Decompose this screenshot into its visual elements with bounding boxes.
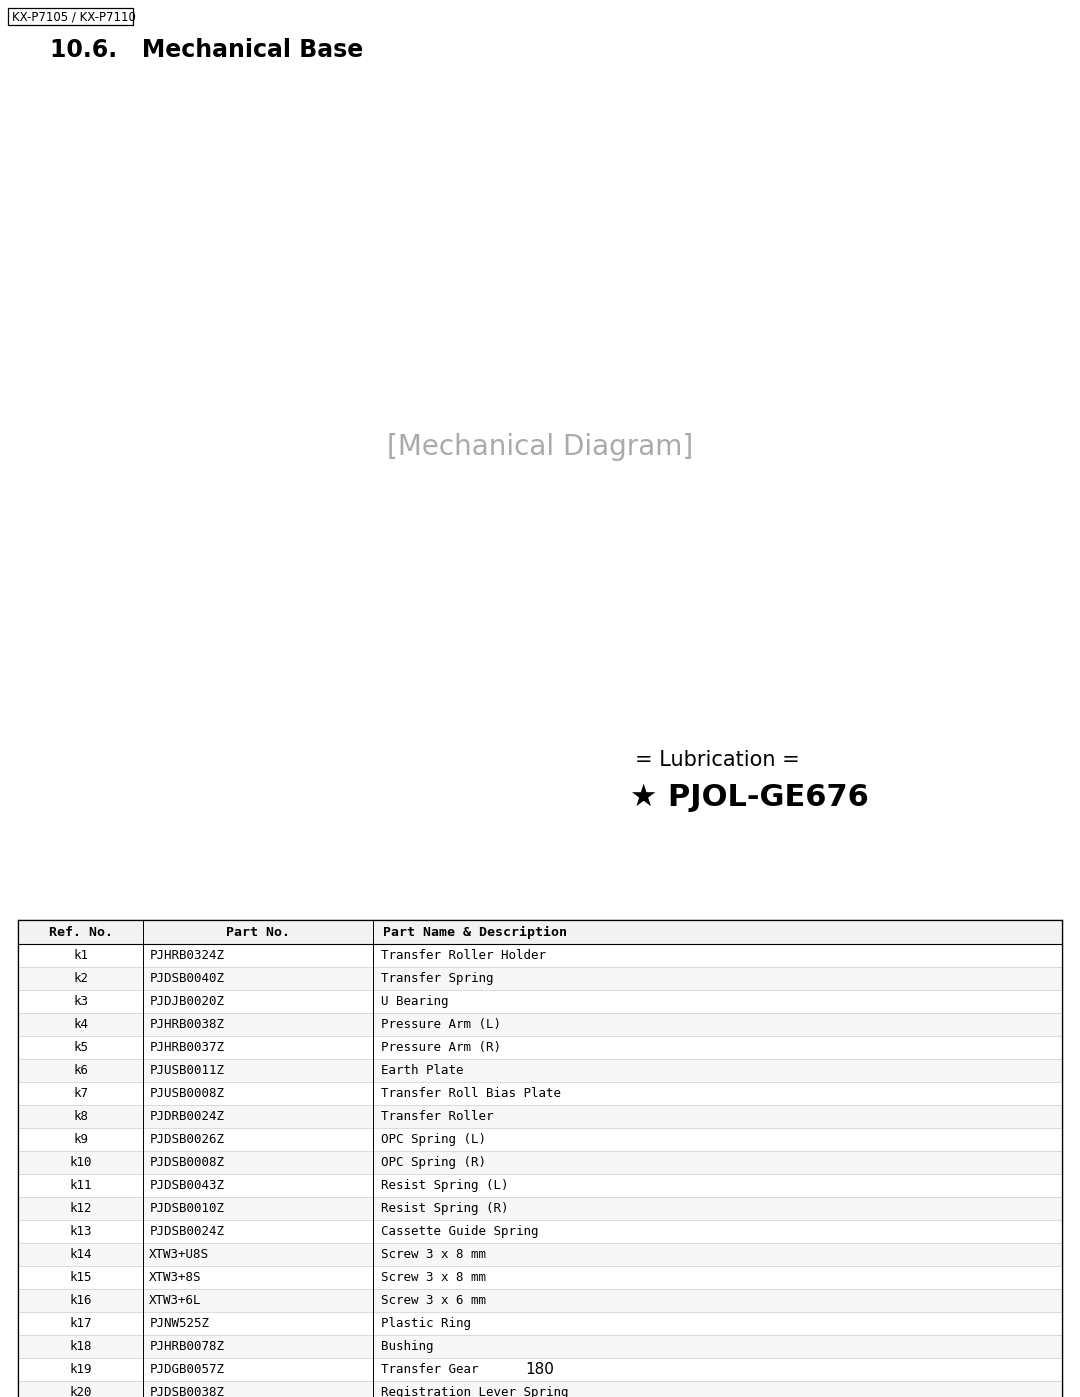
Text: k12: k12 xyxy=(69,1201,92,1215)
Text: Resist Spring (L): Resist Spring (L) xyxy=(381,1179,509,1192)
Text: Part No.: Part No. xyxy=(226,925,291,939)
Bar xyxy=(18,1037,1062,1059)
Bar xyxy=(18,944,1062,967)
Text: PJDSB0010Z: PJDSB0010Z xyxy=(149,1201,225,1215)
Bar xyxy=(18,1336,1062,1358)
Text: k17: k17 xyxy=(69,1317,92,1330)
Text: Pressure Arm (L): Pressure Arm (L) xyxy=(381,1018,501,1031)
Text: Part Name & Description: Part Name & Description xyxy=(383,925,567,939)
Text: Cassette Guide Spring: Cassette Guide Spring xyxy=(381,1225,539,1238)
Bar xyxy=(18,1358,1062,1382)
Text: k8: k8 xyxy=(73,1111,89,1123)
Text: PJNW525Z: PJNW525Z xyxy=(149,1317,210,1330)
Text: PJHRB0038Z: PJHRB0038Z xyxy=(149,1018,225,1031)
Text: XTW3+8S: XTW3+8S xyxy=(149,1271,202,1284)
Text: [Mechanical Diagram]: [Mechanical Diagram] xyxy=(387,433,693,461)
Text: Earth Plate: Earth Plate xyxy=(381,1065,463,1077)
Text: Plastic Ring: Plastic Ring xyxy=(381,1317,471,1330)
Bar xyxy=(18,1382,1062,1397)
Text: PJDGB0057Z: PJDGB0057Z xyxy=(149,1363,225,1376)
Bar xyxy=(18,967,1062,990)
Bar xyxy=(18,1105,1062,1127)
Bar xyxy=(18,1173,1062,1197)
Bar xyxy=(18,1312,1062,1336)
Text: k4: k4 xyxy=(73,1018,89,1031)
Text: k10: k10 xyxy=(69,1155,92,1169)
Text: k7: k7 xyxy=(73,1087,89,1099)
Text: PJHRB0037Z: PJHRB0037Z xyxy=(149,1041,225,1053)
Text: PJHRB0324Z: PJHRB0324Z xyxy=(149,949,225,963)
Text: PJDSB0038Z: PJDSB0038Z xyxy=(149,1386,225,1397)
Text: ★ PJOL-GE676: ★ PJOL-GE676 xyxy=(630,784,869,813)
Text: PJUSB0008Z: PJUSB0008Z xyxy=(149,1087,225,1099)
Text: k15: k15 xyxy=(69,1271,92,1284)
Text: Resist Spring (R): Resist Spring (R) xyxy=(381,1201,509,1215)
Text: k2: k2 xyxy=(73,972,89,985)
Text: Registration Lever Spring: Registration Lever Spring xyxy=(381,1386,568,1397)
Text: XTW3+6L: XTW3+6L xyxy=(149,1294,202,1308)
Text: PJUSB0011Z: PJUSB0011Z xyxy=(149,1065,225,1077)
Text: k19: k19 xyxy=(69,1363,92,1376)
Bar xyxy=(18,1220,1062,1243)
Text: PJDSB0043Z: PJDSB0043Z xyxy=(149,1179,225,1192)
Text: k16: k16 xyxy=(69,1294,92,1308)
Text: PJHRB0078Z: PJHRB0078Z xyxy=(149,1340,225,1354)
Text: PJDSB0024Z: PJDSB0024Z xyxy=(149,1225,225,1238)
Text: PJDSB0008Z: PJDSB0008Z xyxy=(149,1155,225,1169)
Bar xyxy=(18,1266,1062,1289)
Text: k5: k5 xyxy=(73,1041,89,1053)
Text: XTW3+U8S: XTW3+U8S xyxy=(149,1248,210,1261)
Text: Ref. No.: Ref. No. xyxy=(49,925,112,939)
Text: OPC Spring (R): OPC Spring (R) xyxy=(381,1155,486,1169)
Text: PJDJB0020Z: PJDJB0020Z xyxy=(149,995,225,1009)
Text: = Lubrication =: = Lubrication = xyxy=(635,750,800,770)
Text: k9: k9 xyxy=(73,1133,89,1146)
Text: U Bearing: U Bearing xyxy=(381,995,448,1009)
Text: KX-P7105 / KX-P7110: KX-P7105 / KX-P7110 xyxy=(12,10,136,22)
Text: k14: k14 xyxy=(69,1248,92,1261)
Text: k11: k11 xyxy=(69,1179,92,1192)
Bar xyxy=(8,8,133,25)
Bar xyxy=(18,990,1062,1013)
Text: k20: k20 xyxy=(69,1386,92,1397)
Text: k6: k6 xyxy=(73,1065,89,1077)
Bar xyxy=(18,1151,1062,1173)
Text: Transfer Roll Bias Plate: Transfer Roll Bias Plate xyxy=(381,1087,561,1099)
Text: k18: k18 xyxy=(69,1340,92,1354)
Text: Transfer Roller: Transfer Roller xyxy=(381,1111,494,1123)
Bar xyxy=(18,1197,1062,1220)
Bar xyxy=(18,1083,1062,1105)
Bar xyxy=(18,1013,1062,1037)
Bar xyxy=(18,1289,1062,1312)
Text: 10.6.   Mechanical Base: 10.6. Mechanical Base xyxy=(50,38,363,61)
Text: Transfer Gear: Transfer Gear xyxy=(381,1363,478,1376)
Bar xyxy=(18,1059,1062,1083)
Text: k1: k1 xyxy=(73,949,89,963)
Text: Transfer Roller Holder: Transfer Roller Holder xyxy=(381,949,546,963)
Text: Bushing: Bushing xyxy=(381,1340,433,1354)
Bar xyxy=(18,921,1062,944)
Text: OPC Spring (L): OPC Spring (L) xyxy=(381,1133,486,1146)
Text: PJDRB0024Z: PJDRB0024Z xyxy=(149,1111,225,1123)
Bar xyxy=(18,1127,1062,1151)
Bar xyxy=(18,1243,1062,1266)
Text: k3: k3 xyxy=(73,995,89,1009)
Text: k13: k13 xyxy=(69,1225,92,1238)
Text: Transfer Spring: Transfer Spring xyxy=(381,972,494,985)
Text: PJDSB0026Z: PJDSB0026Z xyxy=(149,1133,225,1146)
Text: 180: 180 xyxy=(526,1362,554,1376)
Text: Screw 3 x 8 mm: Screw 3 x 8 mm xyxy=(381,1248,486,1261)
Bar xyxy=(18,921,1062,1397)
Text: Pressure Arm (R): Pressure Arm (R) xyxy=(381,1041,501,1053)
Text: Screw 3 x 6 mm: Screw 3 x 6 mm xyxy=(381,1294,486,1308)
Text: PJDSB0040Z: PJDSB0040Z xyxy=(149,972,225,985)
Text: Screw 3 x 8 mm: Screw 3 x 8 mm xyxy=(381,1271,486,1284)
